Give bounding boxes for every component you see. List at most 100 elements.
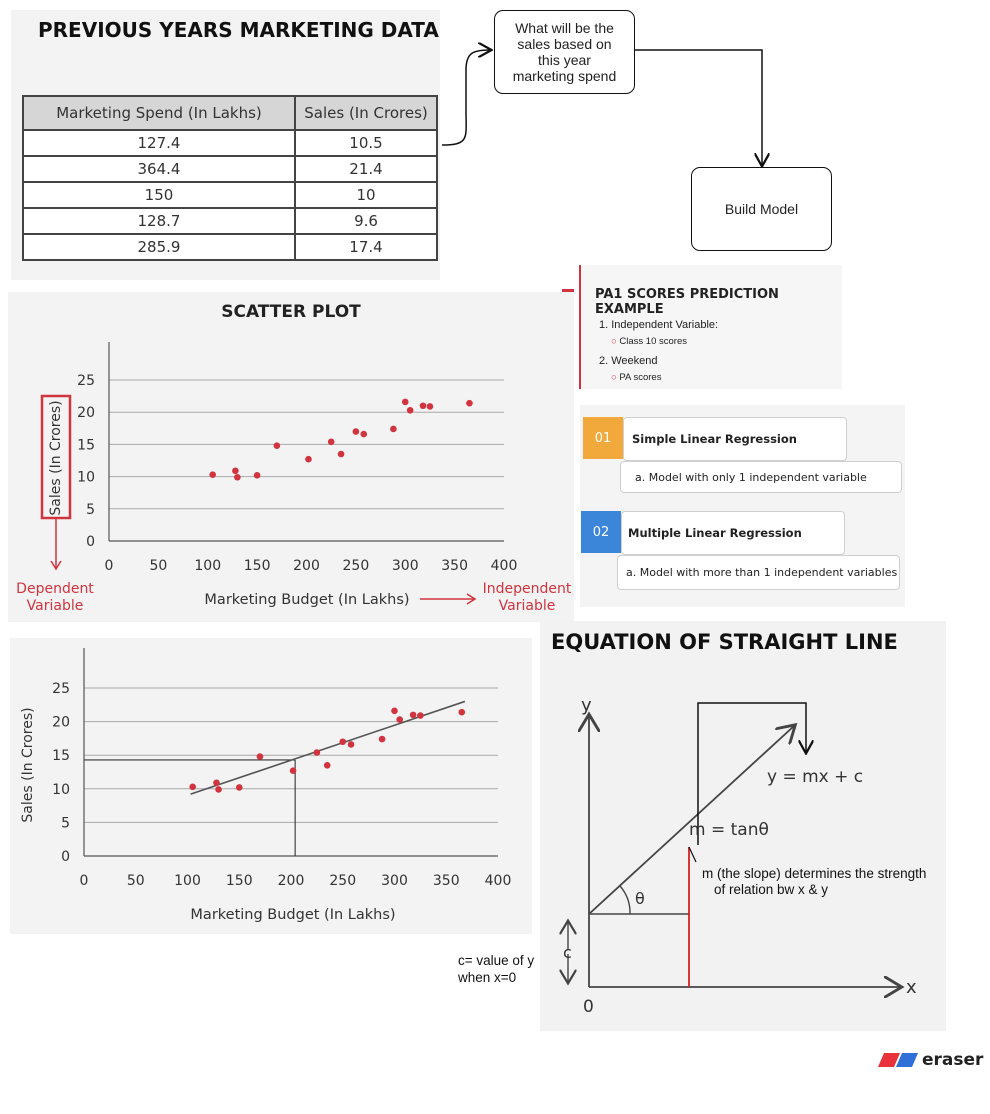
straight-line-diagram: y x 0 c θ y = mx + c m = tanθ m (the slo… <box>0 695 926 1017</box>
origin-label: 0 <box>583 997 594 1017</box>
pa1-subitem-2: ○ PA scores <box>611 372 662 383</box>
cell-spend: 127.4 <box>22 129 296 157</box>
x-tick-label: 200 <box>278 873 305 889</box>
dependent-label-line-2: Variable <box>27 598 84 614</box>
data-point <box>378 735 386 743</box>
data-point <box>458 708 466 716</box>
pa1-subitem-1: ○ Class 10 scores <box>611 336 687 347</box>
x-tick-label: 150 <box>226 873 253 889</box>
column-header-spend: Marketing Spend (In Lakhs) <box>22 95 296 131</box>
y-tick-label: 10 <box>77 470 95 486</box>
x-tick-label: 100 <box>194 558 221 574</box>
equation-title: EQUATION OF STRAIGHT LINE <box>551 630 898 654</box>
data-point <box>352 428 360 435</box>
question-line: this year <box>538 52 591 68</box>
x-tick-label: 250 <box>329 873 356 889</box>
eraser-brand: eraser <box>878 1050 983 1070</box>
pa1-item-1: 1. Independent Variable: <box>599 319 719 331</box>
intercept-note-line-1: c= value of y <box>458 953 535 968</box>
question-line: sales based on <box>517 36 612 52</box>
data-point <box>213 779 220 787</box>
slope-callout-line <box>688 846 697 863</box>
data-point <box>289 767 297 774</box>
table-row: 364.4 21.4 <box>22 155 438 183</box>
x-tick-label: 400 <box>485 873 512 889</box>
chart-title: SCATTER PLOT <box>221 302 361 322</box>
x-tick-label: 50 <box>149 558 167 574</box>
data-point <box>339 738 347 746</box>
cell-spend: 150 <box>22 181 296 209</box>
y-tick-label: 5 <box>86 502 95 518</box>
regression-desc-2: a. Model with more than 1 independent va… <box>626 566 898 579</box>
pa1-panel: PA1 SCORES PREDICTION EXAMPLE 1. Indepen… <box>579 265 842 389</box>
regression-desc-card-2: a. Model with more than 1 independent va… <box>617 555 900 590</box>
x-tick-label: 150 <box>244 558 271 574</box>
dependent-arrow-head <box>50 560 62 571</box>
marketing-table: Marketing Spend (In Lakhs) Sales (In Cro… <box>22 95 438 261</box>
slope-note-line-1: m (the slope) determines the strength <box>702 866 926 881</box>
cell-sales: 9.6 <box>294 207 438 235</box>
table-row: 150 10 <box>22 181 438 209</box>
data-point <box>273 442 281 449</box>
y-axis-title: Sales (In Crores) <box>48 400 64 515</box>
x-tick-label: 250 <box>343 558 370 574</box>
x-tick-label: 300 <box>381 873 408 889</box>
formula-callout-arrow <box>697 702 806 845</box>
regression-plot-panel <box>10 638 532 934</box>
y-tick-label: 25 <box>77 373 95 389</box>
y-tick-label: 0 <box>61 849 70 865</box>
data-point <box>406 406 414 414</box>
regression-number-1: 01 <box>583 417 623 459</box>
data-point <box>253 472 261 479</box>
y-tick-label: 20 <box>77 405 95 421</box>
data-point <box>401 398 409 406</box>
regression-desc-1: a. Model with only 1 independent variabl… <box>635 470 867 484</box>
data-point <box>256 753 264 760</box>
y-axis-title: Sales (In Crores) <box>20 707 36 822</box>
equation-panel <box>540 621 946 1031</box>
slope-note-line-2: of relation bw x & y <box>714 882 828 897</box>
regression-title-1: Simple Linear Regression <box>632 432 797 446</box>
data-point <box>419 402 427 410</box>
data-point <box>426 403 434 410</box>
brand-name: eraser <box>922 1050 984 1070</box>
data-point <box>337 450 345 458</box>
intercept-note: c= value of y when x=0 <box>458 952 534 986</box>
intercept-label: c <box>563 943 572 962</box>
y-tick-label: 20 <box>52 715 70 731</box>
x-tick-label: 100 <box>174 873 201 889</box>
regression-desc-card-1: a. Model with only 1 independent variabl… <box>620 461 902 493</box>
independent-label-line-2: Variable <box>499 598 556 614</box>
independent-label-line-1: Independent <box>483 581 572 597</box>
x-tick-label: 0 <box>80 873 89 889</box>
data-point <box>189 783 196 791</box>
theta-arc <box>619 885 631 915</box>
flow-connectors <box>441 0 990 300</box>
data-point <box>390 425 397 433</box>
eraser-logo-icon <box>878 1053 918 1067</box>
formula-label: y = mx + c <box>767 767 863 787</box>
table-row: 127.4 10.5 <box>22 129 438 157</box>
x-tick-label: 200 <box>293 558 320 574</box>
regression-number-2: 02 <box>581 511 621 553</box>
x-tick-label: 350 <box>433 873 460 889</box>
cell-spend: 364.4 <box>22 155 296 183</box>
data-point <box>235 784 243 791</box>
table-row: 128.7 9.6 <box>22 207 438 235</box>
pa1-item-2: 2. Weekend <box>599 355 658 367</box>
question-line: What will be the <box>515 20 614 36</box>
data-point <box>417 712 424 719</box>
data-point <box>347 741 355 748</box>
straight-line <box>588 726 794 915</box>
independent-arrow-head <box>466 593 477 605</box>
cell-sales: 10 <box>294 181 438 209</box>
y-tick-label: 5 <box>61 815 70 831</box>
data-point <box>323 761 331 769</box>
table-row: 285.9 17.4 <box>22 233 438 261</box>
y-tick-label: 0 <box>86 534 95 550</box>
question-box: What will be the sales based on this yea… <box>494 10 635 94</box>
data-point <box>409 711 417 719</box>
data-point <box>327 438 335 446</box>
x-axis-title: Marketing Budget (In Lakhs) <box>204 592 409 608</box>
